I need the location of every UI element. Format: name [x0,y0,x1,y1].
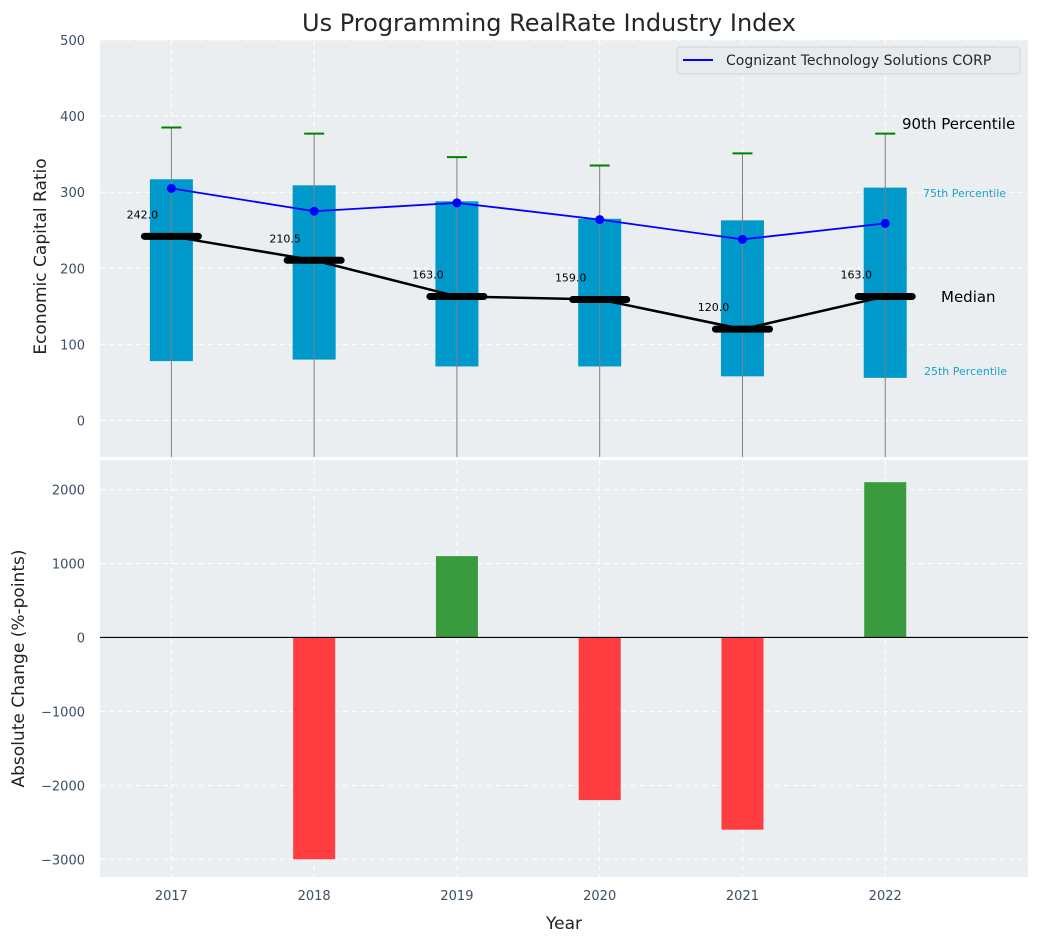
bottom-y-tick-label: −1000 [41,705,85,720]
company-point [309,206,319,216]
bottom-bars [100,482,1028,860]
bottom-y-tick-label: 1000 [52,558,85,573]
bottom-panel: −3000 −2000 −1000 0 1000 2000 2017 2018 2019 202… [9,460,1028,934]
annotation-90th-percentile: 90th Percentile [902,115,1015,133]
change-bar [864,482,907,638]
company-point [737,234,747,244]
change-bar [721,637,764,830]
company-point [452,198,462,208]
bottom-y-tick-label: 0 [77,631,85,646]
chart-title: Us Programming RealRate Industry Index [302,9,796,37]
bottom-y-axis-label: Absolute Change (%-points) [9,550,29,788]
median-value-label: 210.5 [269,232,301,245]
x-tick-label: 2021 [726,889,759,904]
median-value-label: 163.0 [840,268,872,281]
change-bar [293,637,336,860]
median-value-label: 163.0 [412,268,444,281]
top-y-tick-label: 400 [60,110,85,125]
top-y-tick-label: 0 [77,414,85,429]
company-line [171,187,886,241]
median-value-label: 159.0 [555,271,587,284]
top-y-ticks: 0 100 200 300 400 500 [60,34,85,429]
top-panel: 0 100 200 300 400 500 242.0 210.5 163.0 159.0 120… [31,34,1028,457]
bottom-y-ticks: −3000 −2000 −1000 0 1000 2000 [41,484,85,869]
bottom-y-tick-label: −3000 [41,853,85,868]
annotation-median: Median [941,288,996,306]
median-value-label: 120.0 [698,301,730,314]
company-point [166,183,176,193]
x-tick-label: 2017 [155,889,188,904]
x-tick-label: 2018 [298,889,331,904]
x-tick-label: 2020 [583,889,616,904]
top-y-axis-label: Economic Capital Ratio [31,158,51,354]
x-ticks: 2017 2018 2019 2020 2021 2022 [155,889,902,904]
legend-label: Cognizant Technology Solutions CORP [726,53,991,69]
bottom-y-tick-label: −2000 [41,779,85,794]
legend-box [676,46,1021,75]
top-y-tick-label: 300 [60,186,85,201]
top-y-tick-label: 100 [60,338,85,353]
top-y-tick-label: 500 [60,34,85,49]
annotation-75th-percentile: 75th Percentile [923,187,1006,200]
company-point [595,215,605,225]
change-bar [435,556,478,638]
median-line [171,235,886,331]
x-axis-label: Year [545,914,582,934]
bottom-y-tick-label: 2000 [52,484,85,499]
x-tick-label: 2019 [440,889,473,904]
x-tick-label: 2022 [869,889,902,904]
annotation-25th-percentile: 25th Percentile [924,365,1007,378]
top-marks: 242.0 210.5 163.0 159.0 120.0 163.0 [127,126,916,457]
legend: Cognizant Technology Solutions CORP [676,46,1021,75]
median-value-label: 242.0 [127,208,159,221]
company-point [880,218,890,228]
top-y-tick-label: 200 [60,262,85,277]
change-bar [578,637,621,801]
